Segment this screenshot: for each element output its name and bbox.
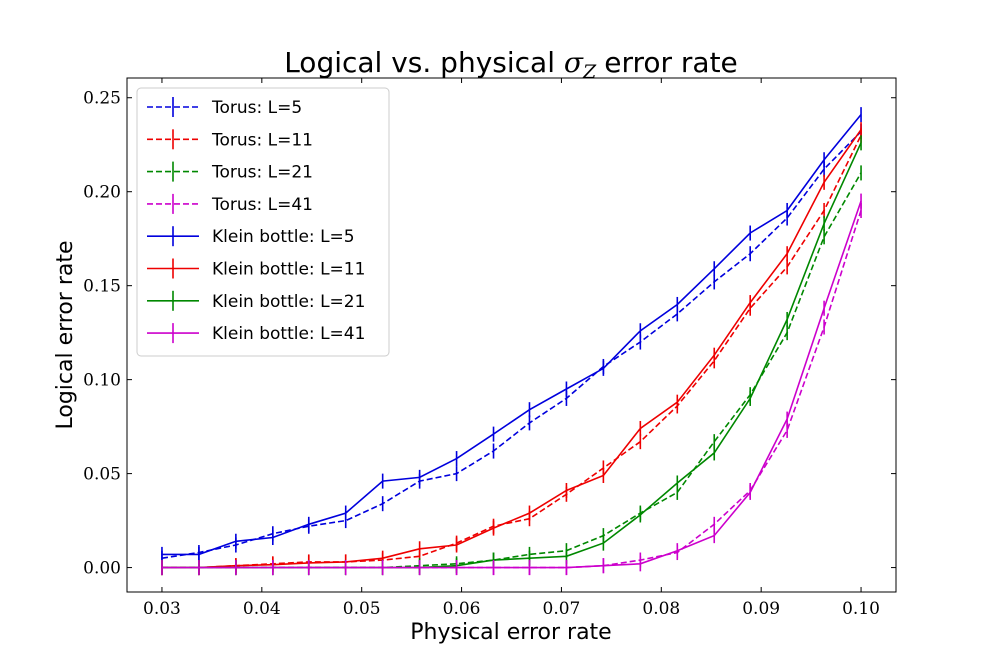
- legend-entry: Klein bottle: L=11: [147, 258, 365, 280]
- x-axis-label: Physical error rate: [410, 620, 611, 645]
- legend-label: Torus: L=11: [211, 130, 313, 150]
- legend-label: Klein bottle: L=11: [212, 260, 365, 280]
- series-klein-bottle-l-41: [161, 193, 862, 576]
- series-line: [161, 131, 862, 559]
- series-line: [162, 134, 862, 569]
- legend-label: Klein bottle: L=41: [212, 324, 365, 344]
- chart-title: Logical vs. physical σZ error rate: [284, 46, 738, 83]
- legend-label: Klein bottle: L=21: [212, 292, 365, 312]
- y-tick-label: 0.00: [83, 559, 121, 579]
- x-tick-label: 0.04: [243, 599, 281, 619]
- legend-label: Klein bottle: L=5: [212, 227, 355, 247]
- plot-frame: [126, 77, 897, 593]
- legend-label: Torus: L=21: [211, 163, 313, 183]
- series-line: [162, 129, 862, 569]
- x-tick-label: 0.06: [443, 599, 481, 619]
- series-line: [162, 114, 862, 556]
- legend-entry: Torus: L=11: [147, 129, 313, 150]
- x-tick-label: 0.09: [742, 599, 780, 619]
- legend-entry: Torus: L=5: [147, 97, 302, 118]
- legend-entry: Klein bottle: L=21: [147, 290, 365, 312]
- x-tick-label: 0.08: [642, 599, 680, 619]
- legend: Torus: L=5 Torus: L=11 Torus: L=21 Torus: L…: [136, 87, 390, 357]
- x-tick-label: 0.05: [343, 599, 381, 619]
- legend-entry: Klein bottle: L=41: [147, 323, 365, 344]
- series-line: [162, 210, 862, 569]
- x-tick-label: 0.10: [842, 599, 880, 619]
- y-tick-label: 0.10: [83, 371, 121, 391]
- legend-entry: Torus: L=21: [147, 161, 313, 183]
- legend-label: Torus: L=5: [211, 98, 302, 118]
- x-tick-label: 0.03: [143, 599, 181, 619]
- y-axis-label: Logical error rate: [53, 240, 78, 429]
- series-line: [162, 172, 862, 569]
- y-tick-label: 0.20: [83, 183, 121, 203]
- legend-entry: Torus: L=41: [147, 193, 313, 215]
- y-tick-label: 0.25: [83, 89, 121, 109]
- x-tick-label: 0.07: [543, 599, 581, 619]
- legend-box: [136, 87, 390, 357]
- legend-entry: Klein bottle: L=5: [147, 226, 355, 247]
- y-tick-label: 0.05: [83, 465, 121, 485]
- ticks-layer: 0.03 0.04 0.05 0.06 0.07 0.08 0.09 0.10 0.00 0.05…: [83, 78, 896, 619]
- data-layer: [161, 107, 862, 576]
- y-tick-label: 0.15: [83, 277, 121, 297]
- series-klein-bottle-l-5: [161, 107, 862, 562]
- legend-label: Torus: L=41: [211, 195, 313, 215]
- series-line: [162, 200, 862, 569]
